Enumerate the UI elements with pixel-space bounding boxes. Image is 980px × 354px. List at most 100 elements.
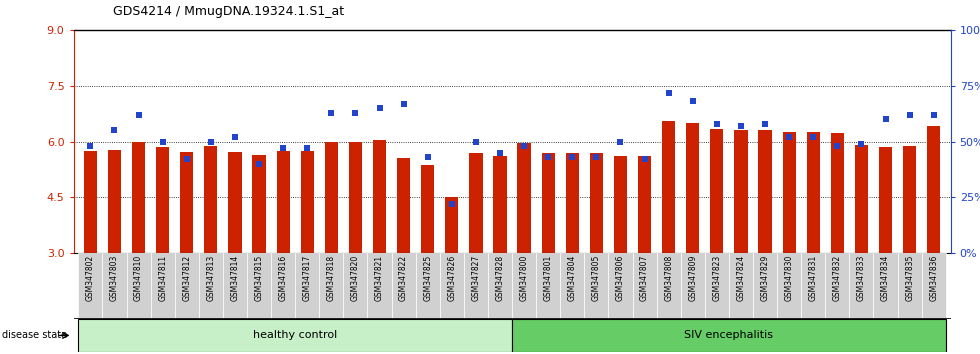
Bar xyxy=(584,253,609,319)
Bar xyxy=(199,253,222,319)
Bar xyxy=(734,131,748,253)
Bar xyxy=(151,253,174,319)
Text: disease state: disease state xyxy=(2,330,67,341)
Bar xyxy=(204,146,218,253)
Point xyxy=(758,121,773,127)
Text: SIV encephalitis: SIV encephalitis xyxy=(684,330,773,341)
Bar xyxy=(662,121,675,253)
Bar xyxy=(903,146,916,253)
Point xyxy=(878,116,894,122)
Text: healthy control: healthy control xyxy=(253,330,337,341)
Point xyxy=(130,112,146,118)
Bar xyxy=(686,123,700,253)
Bar xyxy=(777,253,802,319)
Bar xyxy=(301,151,314,253)
Bar xyxy=(488,253,512,319)
Bar xyxy=(850,253,873,319)
Text: GSM347805: GSM347805 xyxy=(592,255,601,302)
Text: GSM347828: GSM347828 xyxy=(496,255,505,301)
Bar xyxy=(373,140,386,253)
Text: GSM347833: GSM347833 xyxy=(857,255,866,302)
Bar xyxy=(343,253,368,319)
Bar xyxy=(802,253,825,319)
Bar xyxy=(753,253,777,319)
Text: GSM347806: GSM347806 xyxy=(616,255,625,302)
Point xyxy=(733,123,749,129)
Bar xyxy=(83,151,97,253)
Bar xyxy=(222,253,247,319)
Bar xyxy=(368,253,392,319)
Bar xyxy=(253,155,266,253)
Bar xyxy=(512,253,536,319)
Point xyxy=(348,110,364,115)
Point xyxy=(444,201,460,207)
Bar xyxy=(609,253,632,319)
Bar xyxy=(542,153,555,253)
Bar xyxy=(276,151,290,253)
Bar xyxy=(469,154,482,253)
Point xyxy=(275,145,291,151)
Text: GSM347824: GSM347824 xyxy=(736,255,746,301)
Bar xyxy=(565,154,579,253)
Point xyxy=(806,134,821,140)
Point xyxy=(396,101,412,107)
Bar xyxy=(807,132,820,253)
Bar xyxy=(632,253,657,319)
Text: GSM347836: GSM347836 xyxy=(929,255,938,302)
Bar xyxy=(156,147,170,253)
Bar xyxy=(271,253,295,319)
Bar xyxy=(898,253,921,319)
Point xyxy=(419,154,435,160)
Point xyxy=(926,112,942,118)
Bar xyxy=(180,152,193,253)
Point xyxy=(203,139,219,144)
Bar xyxy=(295,253,319,319)
Bar xyxy=(517,143,531,253)
Point xyxy=(589,154,605,160)
Bar xyxy=(759,130,771,253)
Text: GSM347814: GSM347814 xyxy=(230,255,239,301)
Point xyxy=(492,150,508,155)
Text: GSM347821: GSM347821 xyxy=(375,255,384,301)
Bar xyxy=(536,253,561,319)
Text: GSM347807: GSM347807 xyxy=(640,255,649,302)
Point xyxy=(371,105,387,111)
Bar xyxy=(561,253,584,319)
Text: GSM347813: GSM347813 xyxy=(207,255,216,301)
Bar xyxy=(493,156,507,253)
Bar xyxy=(710,129,723,253)
Point xyxy=(227,134,243,140)
Point xyxy=(251,161,267,167)
Point xyxy=(82,143,98,149)
Bar xyxy=(681,253,705,319)
Text: GSM347804: GSM347804 xyxy=(567,255,577,302)
Bar xyxy=(638,156,651,253)
Text: GSM347811: GSM347811 xyxy=(158,255,168,301)
Bar xyxy=(108,150,122,253)
Bar xyxy=(512,319,946,352)
Text: GSM347808: GSM347808 xyxy=(664,255,673,301)
Point xyxy=(829,143,845,149)
Bar xyxy=(657,253,681,319)
Bar xyxy=(78,319,512,352)
Bar xyxy=(319,253,343,319)
Bar xyxy=(921,253,946,319)
Text: GSM347823: GSM347823 xyxy=(712,255,721,301)
Bar xyxy=(927,126,941,253)
Text: GSM347834: GSM347834 xyxy=(881,255,890,302)
Text: GDS4214 / MmugDNA.19324.1.S1_at: GDS4214 / MmugDNA.19324.1.S1_at xyxy=(113,5,344,18)
Bar xyxy=(613,156,627,253)
Bar xyxy=(825,253,850,319)
Point xyxy=(781,134,797,140)
Bar xyxy=(590,154,603,253)
Point xyxy=(179,156,195,162)
Text: GSM347825: GSM347825 xyxy=(423,255,432,301)
Bar xyxy=(879,147,892,253)
Text: GSM347831: GSM347831 xyxy=(808,255,817,301)
Bar xyxy=(855,144,868,253)
Bar xyxy=(729,253,753,319)
Point xyxy=(155,139,171,144)
Text: GSM347822: GSM347822 xyxy=(399,255,408,301)
Bar xyxy=(464,253,488,319)
Text: GSM347815: GSM347815 xyxy=(255,255,264,301)
